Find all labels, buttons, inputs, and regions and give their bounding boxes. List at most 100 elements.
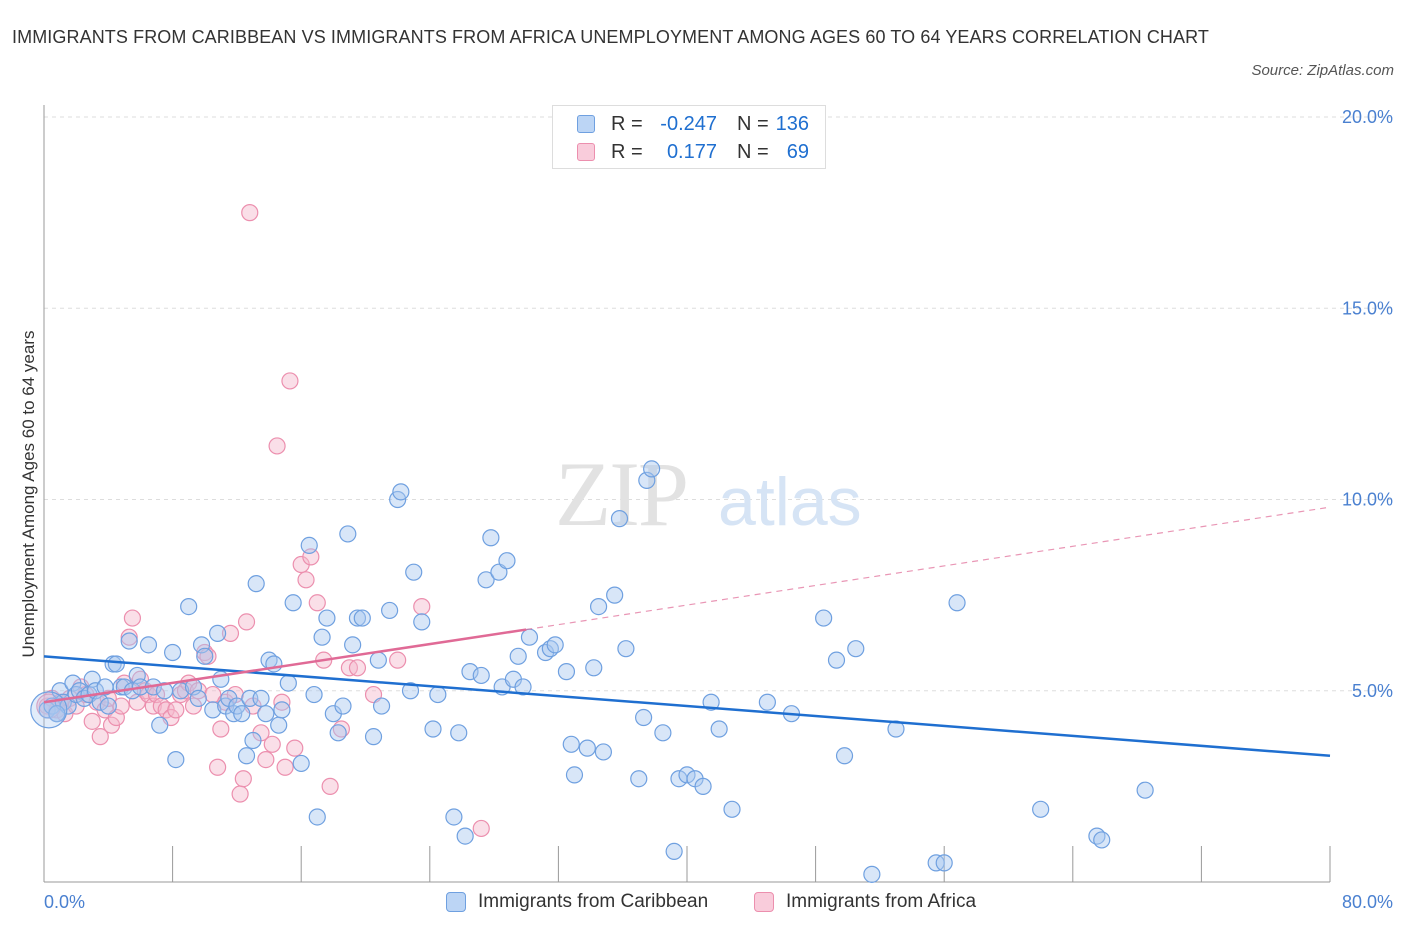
caribbean-point <box>424 720 442 738</box>
n-label: N = <box>737 140 769 163</box>
caribbean-point <box>167 750 185 769</box>
caribbean-point <box>401 682 420 700</box>
caribbean-point <box>445 808 463 826</box>
caribbean-point <box>578 739 596 757</box>
caribbean-point <box>329 724 347 742</box>
caribbean-point <box>270 716 288 734</box>
africa-point <box>212 720 230 738</box>
caribbean-point <box>477 571 495 589</box>
n-value: 136 <box>775 112 809 135</box>
caribbean-point <box>815 609 833 627</box>
caribbean-point <box>364 728 383 746</box>
africa-point <box>472 819 490 838</box>
grid-lines <box>44 116 1392 692</box>
caribbean-point <box>372 697 391 715</box>
caribbean-point <box>107 655 125 673</box>
caribbean-point <box>392 483 410 501</box>
watermark-atlas: atlas <box>718 464 862 540</box>
caribbean-point <box>562 735 580 753</box>
caribbean-point <box>520 628 539 646</box>
caribbean-point <box>1032 800 1050 818</box>
source-label: Source: ZipAtlas.com <box>1251 62 1394 79</box>
caribbean-point <box>164 643 182 662</box>
y-tick-label: 10.0% <box>1342 490 1393 510</box>
africa-point <box>221 624 240 642</box>
africa-point <box>91 728 109 746</box>
caribbean-point <box>509 647 527 665</box>
caribbean-legend-swatch <box>446 892 466 912</box>
africa-point <box>308 594 326 612</box>
caribbean-point <box>381 601 399 620</box>
caribbean-point <box>758 693 776 711</box>
caribbean-point <box>1136 781 1154 799</box>
caribbean-point <box>344 636 362 654</box>
r-value: 0.177 <box>666 140 717 163</box>
watermark-zip: ZIP <box>555 443 687 545</box>
caribbean-point <box>334 697 352 715</box>
caribbean-point <box>313 628 331 646</box>
r-label: R = <box>611 140 643 163</box>
africa-point <box>241 204 259 222</box>
caribbean-point <box>498 552 516 570</box>
caribbean-point <box>204 701 222 719</box>
y-axis-label: Unemployment Among Ages 60 to 64 years <box>19 331 38 658</box>
africa-point <box>237 613 256 631</box>
caribbean-point <box>196 647 214 665</box>
legend-item-caribbean[interactable]: Immigrants from Caribbean <box>446 889 708 915</box>
caribbean-point <box>284 594 302 612</box>
africa-points <box>36 204 490 838</box>
africa-legend-label: Immigrants from Africa <box>786 891 977 912</box>
caribbean-point-cluster <box>30 691 68 729</box>
caribbean-point <box>461 663 479 681</box>
legend-row-africa: R = 0.177 N = 69 <box>577 141 809 163</box>
caribbean-point <box>339 525 357 543</box>
caribbean-point <box>308 808 326 826</box>
caribbean-point <box>948 594 966 612</box>
africa-swatch <box>577 143 595 161</box>
caribbean-point <box>835 747 854 765</box>
caribbean-point <box>847 640 865 658</box>
africa-point <box>120 628 138 646</box>
caribbean-point <box>450 724 468 742</box>
africa-point <box>231 785 249 803</box>
caribbean-point <box>209 624 227 642</box>
caribbean-point <box>634 708 653 727</box>
caribbean-point <box>300 536 318 555</box>
caribbean-point <box>405 563 423 581</box>
caribbean-legend-label: Immigrants from Caribbean <box>478 891 709 912</box>
africa-point <box>389 651 407 669</box>
caribbean-point <box>120 632 138 650</box>
africa-point <box>167 701 185 719</box>
caribbean-point <box>237 747 256 765</box>
africa-point <box>297 571 315 589</box>
caribbean-point <box>247 575 265 593</box>
caribbean-point <box>643 460 661 478</box>
axes <box>43 105 1331 883</box>
caribbean-point <box>827 651 846 669</box>
caribbean-point <box>678 766 696 784</box>
africa-trend-line <box>43 628 527 704</box>
caribbean-point <box>318 609 336 627</box>
x-tick-label: 0.0% <box>44 892 85 912</box>
caribbean-point <box>694 777 712 795</box>
africa-trend-line-projection <box>526 506 1331 631</box>
africa-point <box>112 697 130 715</box>
caribbean-point <box>514 678 532 696</box>
africa-legend-swatch <box>754 892 774 912</box>
n-value: 69 <box>786 140 809 163</box>
africa-point <box>268 437 286 455</box>
n-label: N = <box>737 112 769 135</box>
caribbean-point <box>606 586 624 604</box>
correlation-legend: R = -0.247 N = 136 R = 0.177 N = 69 <box>552 105 826 169</box>
africa-point <box>234 770 252 788</box>
caribbean-point <box>99 697 117 715</box>
caribbean-point <box>456 827 474 845</box>
caribbean-point <box>292 754 310 773</box>
trend-lines <box>43 506 1331 758</box>
caribbean-point <box>557 663 576 681</box>
caribbean-point <box>589 597 608 616</box>
legend-item-africa[interactable]: Immigrants from Africa <box>754 889 976 915</box>
r-value: -0.247 <box>660 112 717 135</box>
caribbean-point <box>585 659 603 677</box>
